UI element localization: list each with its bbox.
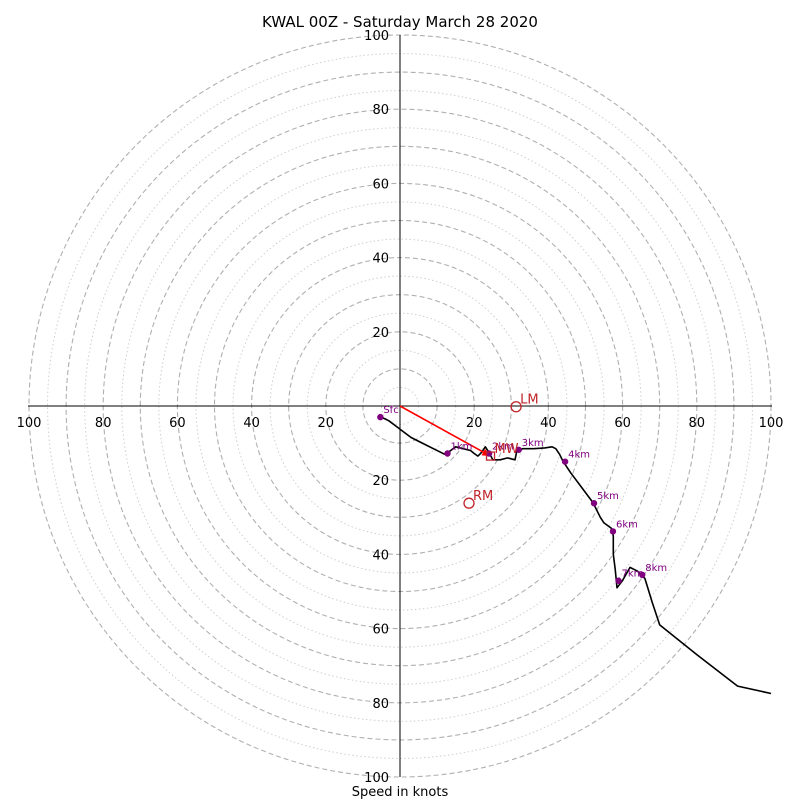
height-marker-label: 4km bbox=[568, 450, 590, 461]
height-marker-label: 7km bbox=[622, 569, 644, 580]
storm-motion-label: LM bbox=[520, 393, 538, 408]
y-tick-label: 20 bbox=[372, 326, 389, 341]
x-tick-label: 100 bbox=[759, 416, 784, 431]
y-tick-label: 100 bbox=[364, 771, 389, 786]
storm-motion-marker bbox=[510, 401, 522, 413]
storm-motion-marker bbox=[463, 497, 475, 509]
storm-motion-marker bbox=[485, 451, 496, 461]
height-marker-dot bbox=[561, 458, 569, 465]
height-marker-dot bbox=[444, 450, 451, 457]
y-tick-label: 60 bbox=[372, 623, 389, 638]
storm-motion-markers: LM RM MW bbox=[463, 393, 539, 509]
y-tick-label: 100 bbox=[364, 29, 389, 44]
height-marker-dot bbox=[609, 528, 617, 535]
shear-vector-group bbox=[399, 405, 491, 457]
height-marker-label: Sfc bbox=[383, 405, 398, 416]
storm-motion-label: MW bbox=[495, 442, 519, 457]
height-marker-dot bbox=[377, 413, 384, 421]
x-tick-label: 60 bbox=[614, 416, 631, 431]
x-tick-label: 40 bbox=[243, 416, 260, 431]
y-tick-label: 40 bbox=[372, 548, 389, 563]
y-tick-label: 80 bbox=[372, 697, 389, 712]
height-marker-label: 5km bbox=[597, 491, 619, 502]
x-tick-label: 80 bbox=[95, 416, 112, 431]
height-marker-dot bbox=[639, 571, 646, 579]
x-tick-label: 20 bbox=[466, 416, 483, 431]
storm-motion-label: RM bbox=[473, 489, 493, 504]
height-marker-label: 6km bbox=[616, 519, 638, 530]
shear-vector-line bbox=[399, 405, 491, 457]
y-tick-label: 80 bbox=[372, 103, 389, 118]
tick-labels: 100 80 60 40 20 20 40 60 80 100 100 80 60 40 20 20 40 60 8… bbox=[17, 29, 784, 786]
height-marker-label: 3km bbox=[522, 438, 544, 449]
height-marker-dot bbox=[515, 446, 522, 453]
height-marker-dot bbox=[615, 577, 622, 584]
chart-title: KWAL 00Z - Saturday March 28 2020 bbox=[262, 13, 538, 31]
y-tick-label: 60 bbox=[372, 177, 389, 192]
height-marker-label: 8km bbox=[645, 563, 667, 574]
x-tick-label: 60 bbox=[169, 416, 186, 431]
x-tick-label: 20 bbox=[318, 416, 335, 431]
y-tick-label: 20 bbox=[372, 474, 389, 489]
x-tick-label: 100 bbox=[17, 416, 42, 431]
height-marker-label: 1km bbox=[450, 441, 472, 452]
x-tick-label: 80 bbox=[689, 416, 706, 431]
x-axis-label: Speed in knots bbox=[352, 785, 449, 800]
x-tick-label: 40 bbox=[540, 416, 557, 431]
height-marker-label: 2km bbox=[492, 441, 514, 452]
y-tick-label: 40 bbox=[372, 252, 389, 267]
height-marker-dot bbox=[590, 500, 598, 507]
